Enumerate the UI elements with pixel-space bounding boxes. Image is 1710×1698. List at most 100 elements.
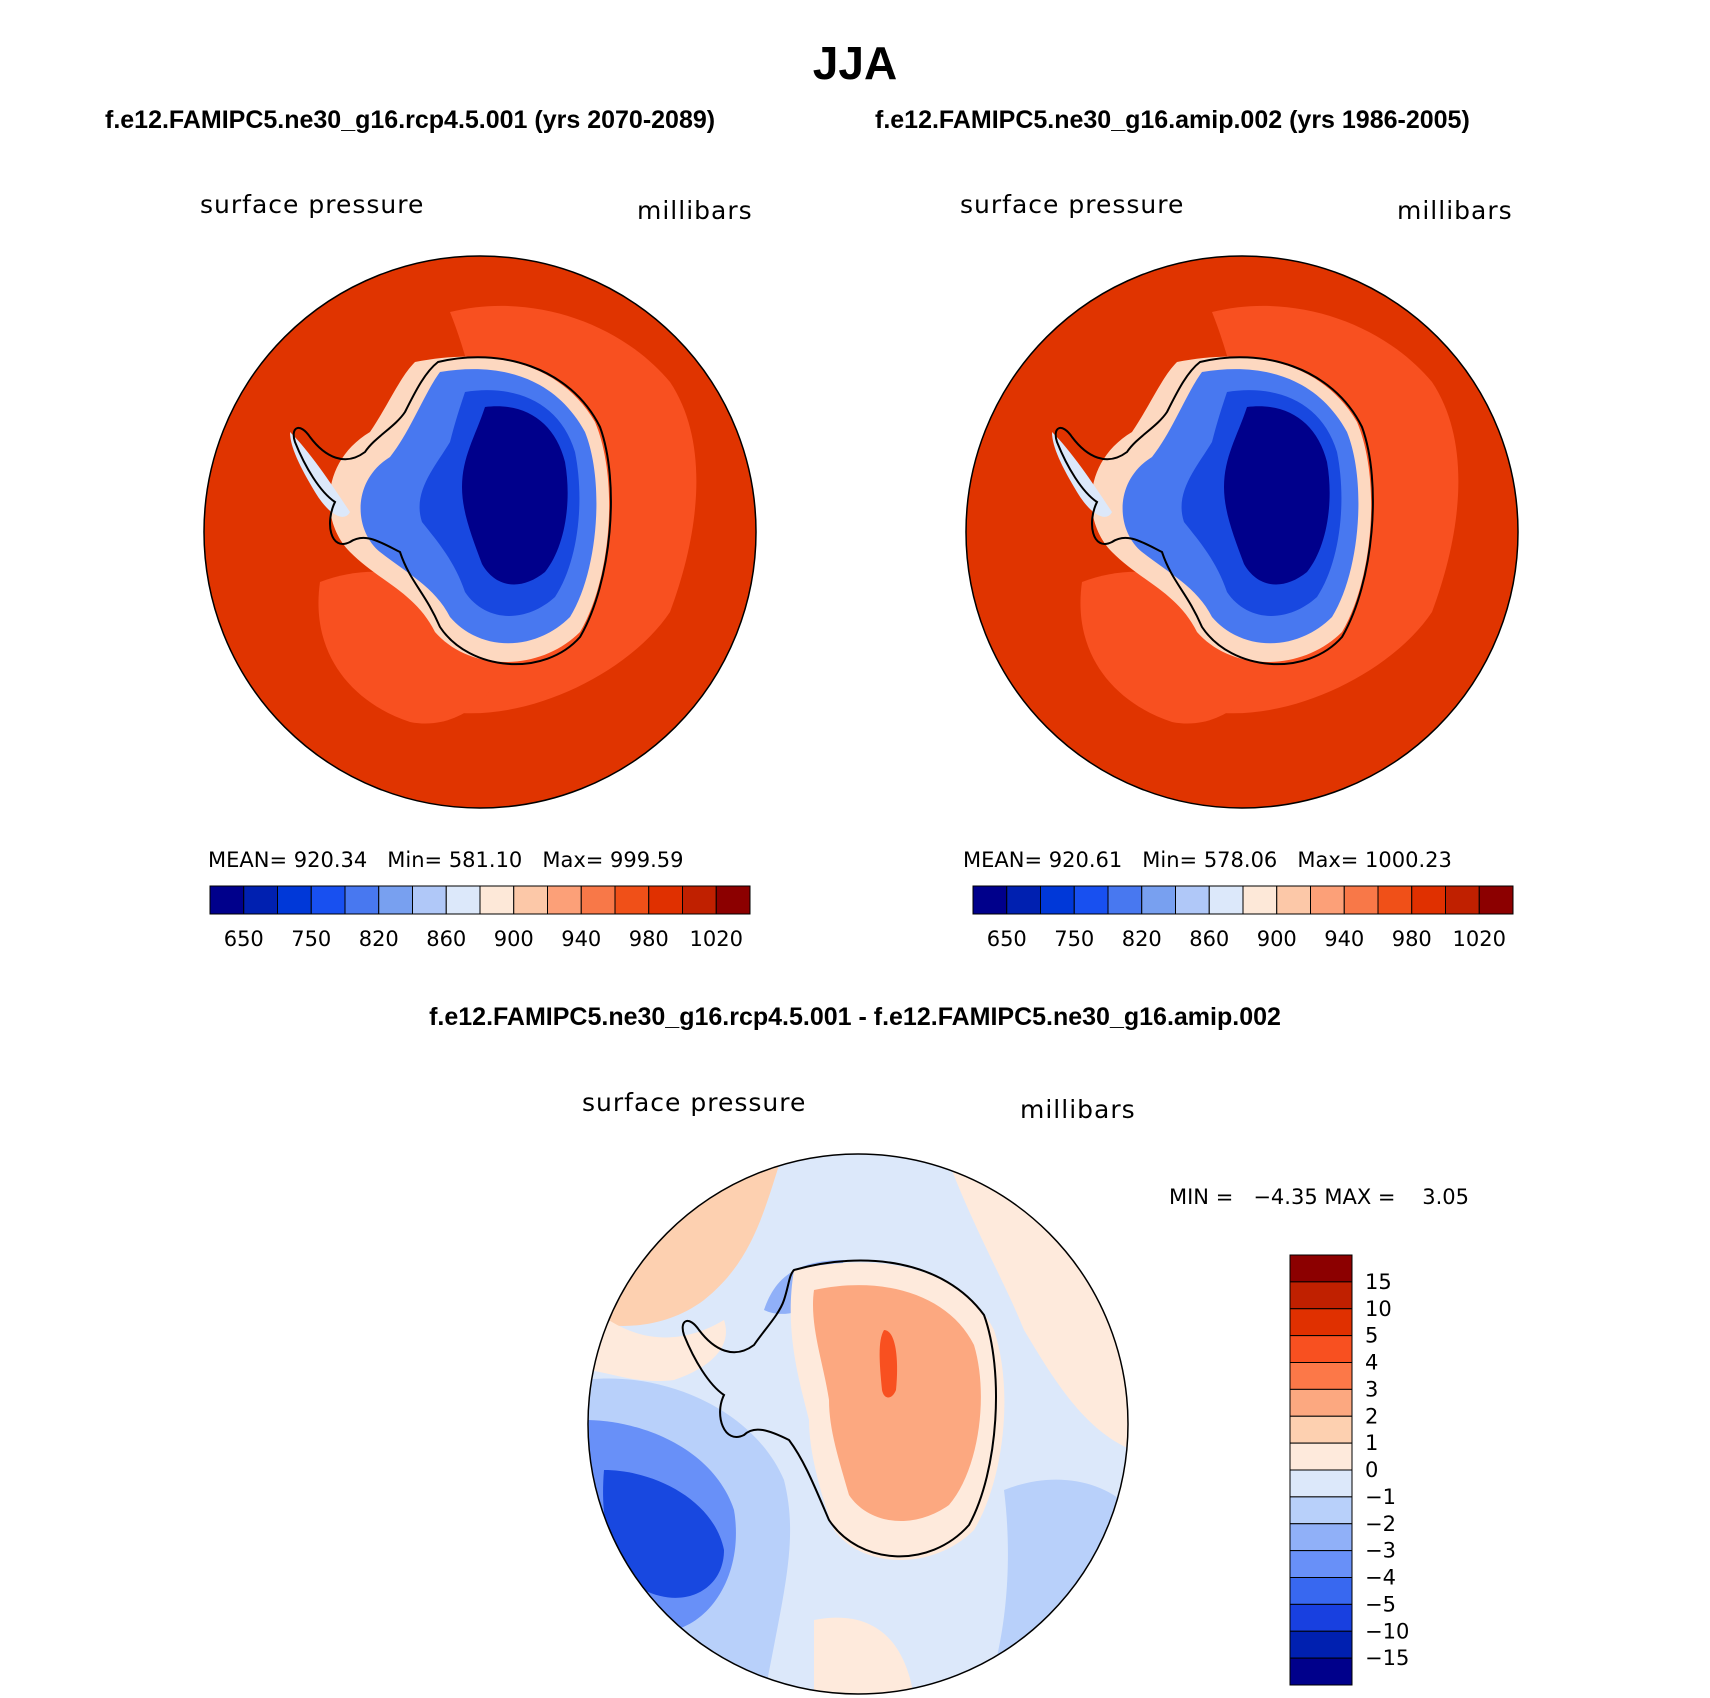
panel2-coastline xyxy=(1054,356,1374,666)
diff-colorbar-swatch-8 xyxy=(1289,1469,1353,1498)
diff-colorbar-swatch-1 xyxy=(1289,1281,1353,1310)
diff-colorbar-swatch-11 xyxy=(1289,1550,1353,1578)
panel2-colorbar-swatch-0 xyxy=(972,885,1008,915)
diff-map-border xyxy=(587,1153,1129,1695)
diff-colorbar-tick-label-6: 1 xyxy=(1365,1431,1378,1455)
panel2-colorbar-tick-label-1: 750 xyxy=(1054,927,1094,951)
diff-map xyxy=(587,1153,1129,1695)
panel2-min-value: 578.06 xyxy=(1203,848,1278,872)
diff-pos-antarctica-inner xyxy=(812,1285,981,1522)
diff-colorbar-tick-label-8: −1 xyxy=(1365,1485,1396,1509)
panel1-map xyxy=(203,255,757,809)
panel2-min-label: Min= xyxy=(1142,848,1198,872)
panel2-colorbar-tick-label-0: 650 xyxy=(987,927,1027,951)
panel1-peninsula xyxy=(290,432,350,517)
panel1-colorbar-swatch-12 xyxy=(614,885,650,915)
diff-colorbar-swatch-10 xyxy=(1289,1523,1353,1552)
diff-colorbar-tick-label-2: 5 xyxy=(1365,1324,1378,1348)
panel1-max-value: 999.59 xyxy=(610,848,684,872)
panel2-colorbar-tick-label-5: 940 xyxy=(1324,927,1364,951)
panel1-colorbar-tick-label-7: 1020 xyxy=(690,927,743,951)
panel1-colorbar-swatch-2 xyxy=(277,885,312,915)
diff-minmax: MIN = −4.35 MAX = 3.05 xyxy=(1169,1185,1469,1209)
panel2-colorbar-swatch-3 xyxy=(1073,885,1109,915)
panel2-colorbar-swatch-10 xyxy=(1310,885,1345,915)
panel1-mean-value: 920.34 xyxy=(293,848,368,872)
panel1-coastline xyxy=(292,356,612,666)
diff-colorbar-tick-label-3: 4 xyxy=(1365,1351,1378,1375)
panel2-units-label: millibars xyxy=(1397,196,1513,225)
panel1-colorbar-swatch-13 xyxy=(648,885,683,915)
diff-colorbar-tick-label-4: 3 xyxy=(1365,1377,1378,1401)
panel2-peninsula xyxy=(1052,432,1112,517)
diff-colorbar-tick-label-13: −10 xyxy=(1365,1619,1409,1643)
diff-pos-core xyxy=(879,1330,898,1398)
panel1-colorbar-tick-label-0: 650 xyxy=(224,927,264,951)
diff-colorbar-tick-label-7: 0 xyxy=(1365,1458,1378,1482)
panel1-variable-label: surface pressure xyxy=(200,190,425,219)
diff-colorbar-swatch-13 xyxy=(1289,1603,1353,1632)
diff-colorbar-swatch-15 xyxy=(1289,1657,1353,1686)
diff-colorbar-tick-label-10: −3 xyxy=(1365,1539,1396,1563)
diff-colorbar-swatch-3 xyxy=(1289,1335,1353,1363)
panel2-colorbar-swatch-5 xyxy=(1141,885,1176,915)
panel2-case-title: f.e12.FAMIPC5.ne30_g16.amip.002 (yrs 198… xyxy=(875,106,1470,134)
diff-colorbar-swatch-14 xyxy=(1289,1630,1353,1659)
panel1-colorbar-tick-label-1: 750 xyxy=(291,927,331,951)
diff-min-label: MIN = xyxy=(1169,1185,1234,1209)
panel1-colorbar-swatch-4 xyxy=(344,885,380,915)
diff-colorbar-swatch-12 xyxy=(1289,1577,1353,1605)
panel1-colorbar-swatch-14 xyxy=(682,885,717,915)
panel2-variable-label: surface pressure xyxy=(960,190,1185,219)
panel1-colorbar-swatch-3 xyxy=(310,885,346,915)
panel1-colorbar-swatch-8 xyxy=(479,885,515,915)
panel2-plateau-core xyxy=(1224,406,1330,585)
panel1-colorbar-swatch-5 xyxy=(378,885,413,915)
diff-colorbar-tick-label-11: −4 xyxy=(1365,1566,1396,1590)
panel1-min-value: 581.10 xyxy=(448,848,523,872)
panel2-colorbar: 650 750 820 860 900 940 980 1020 xyxy=(972,885,1514,951)
diff-max-label: MAX = xyxy=(1324,1185,1396,1209)
panel2-colorbar-swatch-4 xyxy=(1107,885,1143,915)
panel1-plateau-core xyxy=(462,406,568,585)
panel1-colorbar-swatch-7 xyxy=(445,885,481,915)
panel1-mean-label: MEAN= xyxy=(208,848,288,872)
diff-neg-west-core xyxy=(603,1470,724,1598)
diff-colorbar-swatch-0 xyxy=(1289,1254,1353,1283)
panel1-colorbar-tick-label-3: 860 xyxy=(426,927,466,951)
panel2-colorbar-tick-label-6: 980 xyxy=(1392,927,1432,951)
panel1-case-title: f.e12.FAMIPC5.ne30_g16.rcp4.5.001 (yrs 2… xyxy=(105,106,716,134)
panel2-colorbar-tick-label-4: 900 xyxy=(1257,927,1297,951)
diff-variable-label: surface pressure xyxy=(582,1088,807,1117)
diff-colorbar-swatch-6 xyxy=(1289,1415,1353,1444)
panel1-units-label: millibars xyxy=(637,196,753,225)
diff-colorbar-swatch-7 xyxy=(1289,1442,1353,1471)
panel1-colorbar-tick-label-2: 820 xyxy=(359,927,399,951)
diff-colorbar-swatch-4 xyxy=(1289,1362,1353,1390)
panel2-max-value: 1000.23 xyxy=(1365,848,1452,872)
panel2-colorbar-swatch-9 xyxy=(1276,885,1311,915)
diff-colorbar-tick-label-1: 10 xyxy=(1365,1297,1392,1321)
panel2-map-border xyxy=(965,255,1519,809)
diff-colorbar-tick-label-9: −2 xyxy=(1365,1512,1396,1536)
panel2-colorbar-tick-label-2: 820 xyxy=(1122,927,1162,951)
diff-units-label: millibars xyxy=(1020,1095,1136,1124)
panel2-colorbar-swatch-1 xyxy=(1006,885,1041,915)
panel1-colorbar-tick-label-5: 940 xyxy=(561,927,601,951)
panel1-colorbar: 650 750 820 860 900 940 980 1020 xyxy=(209,885,751,951)
panel2-colorbar-swatch-6 xyxy=(1175,885,1210,915)
panel1-map-border xyxy=(203,255,757,809)
panel1-colorbar-swatch-11 xyxy=(580,885,616,915)
panel2-max-label: Max= xyxy=(1297,848,1359,872)
panel2-colorbar-swatch-13 xyxy=(1411,885,1446,915)
diff-max-value: 3.05 xyxy=(1422,1185,1469,1209)
panel2-colorbar-swatch-7 xyxy=(1208,885,1244,915)
panel2-mean-value: 920.61 xyxy=(1048,848,1123,872)
panel2-colorbar-swatch-2 xyxy=(1040,885,1075,915)
panel1-colorbar-swatch-6 xyxy=(412,885,447,915)
diff-colorbar-swatch-9 xyxy=(1289,1496,1353,1525)
diff-coastline xyxy=(681,1259,997,1558)
diff-colorbar-swatch-2 xyxy=(1289,1308,1353,1337)
figure-title: JJA xyxy=(812,37,898,89)
